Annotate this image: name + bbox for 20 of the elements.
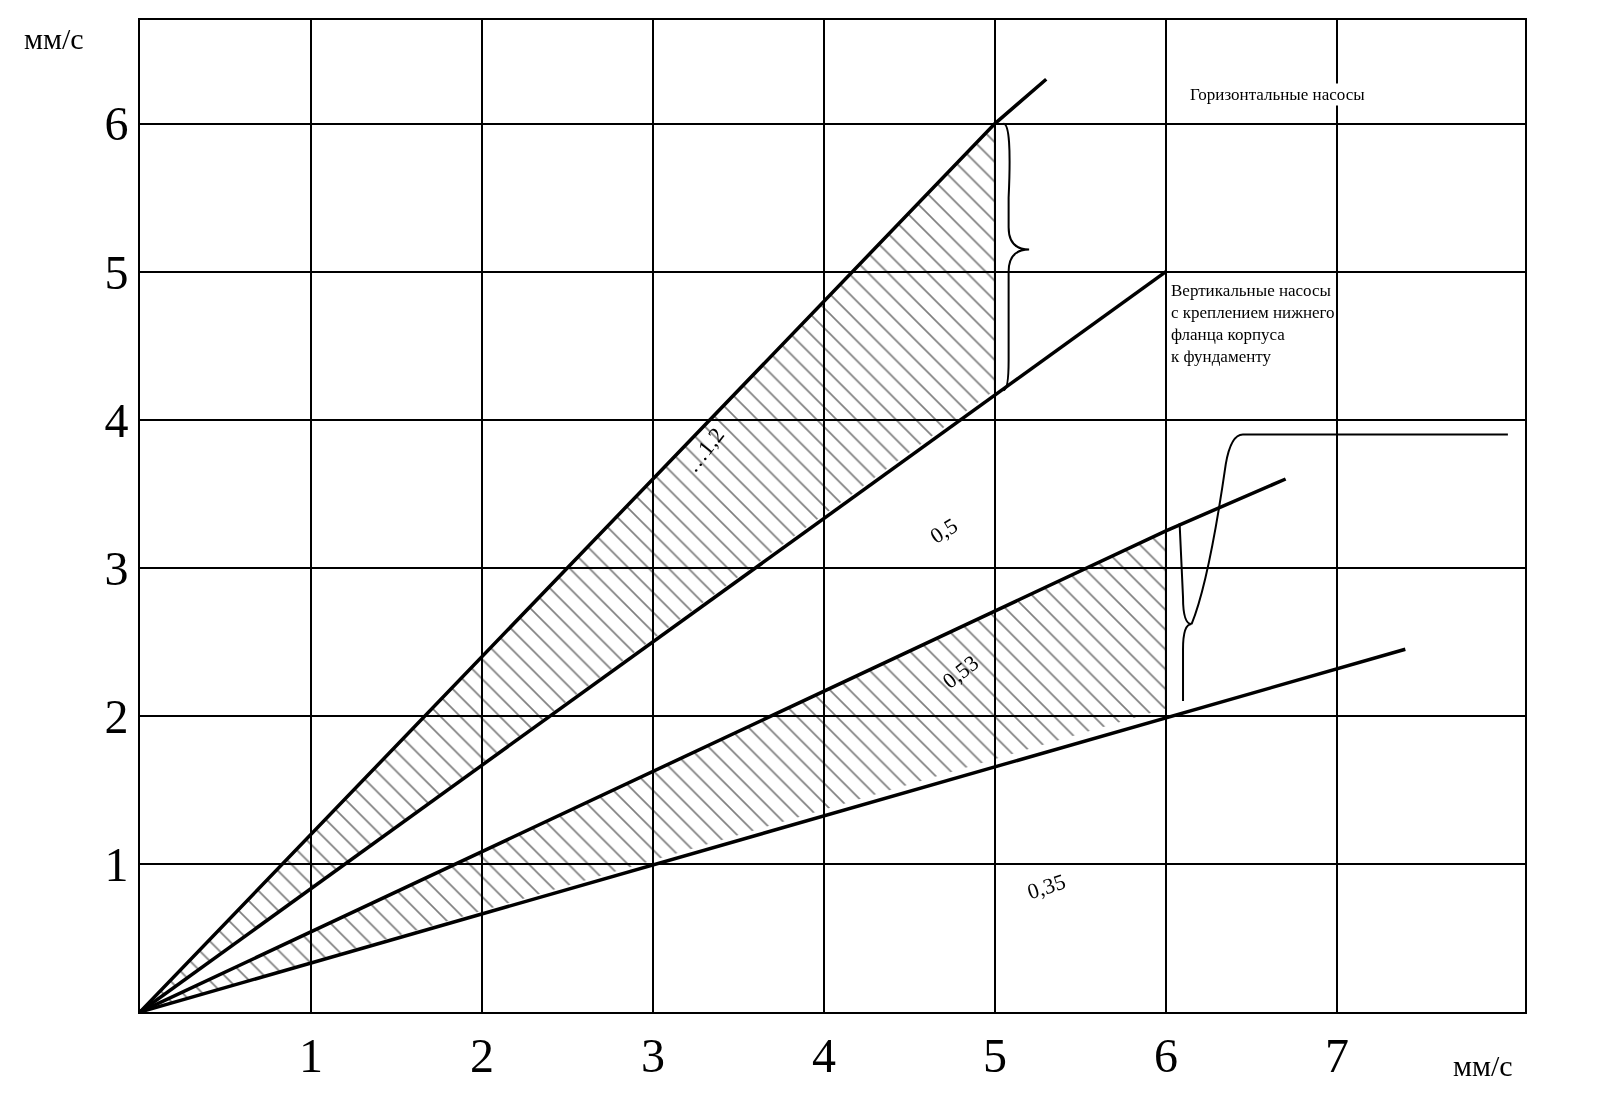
x-tick-label: 3: [640, 1028, 665, 1082]
annotation: 0,5: [925, 512, 962, 549]
x-tick-label: 2: [469, 1028, 494, 1082]
y-tick-label: 2: [104, 689, 129, 743]
x-tick-label: 5: [982, 1028, 1007, 1082]
annotation: 0,53: [937, 650, 984, 694]
y-tick-label: 3: [104, 541, 129, 595]
annotation: 0,35: [1024, 868, 1069, 905]
x-axis-title: мм/с: [1453, 1049, 1513, 1082]
x-tick-label: 7: [1324, 1028, 1349, 1082]
annotation: Вертикальные насосы с креплением нижнего фланца корпуса к фундаменту: [1171, 281, 1335, 367]
x-tick-label: 1: [298, 1028, 323, 1082]
y-tick-label: 1: [104, 837, 129, 891]
x-tick-label: 6: [1153, 1028, 1178, 1082]
y-tick-label: 5: [104, 245, 129, 299]
y-tick-label: 4: [104, 393, 129, 447]
x-tick-label: 4: [811, 1028, 836, 1082]
annotation: Горизонтальные насосы: [1190, 85, 1366, 104]
y-tick-label: 6: [104, 97, 129, 151]
y-axis-title: мм/с: [24, 22, 84, 55]
